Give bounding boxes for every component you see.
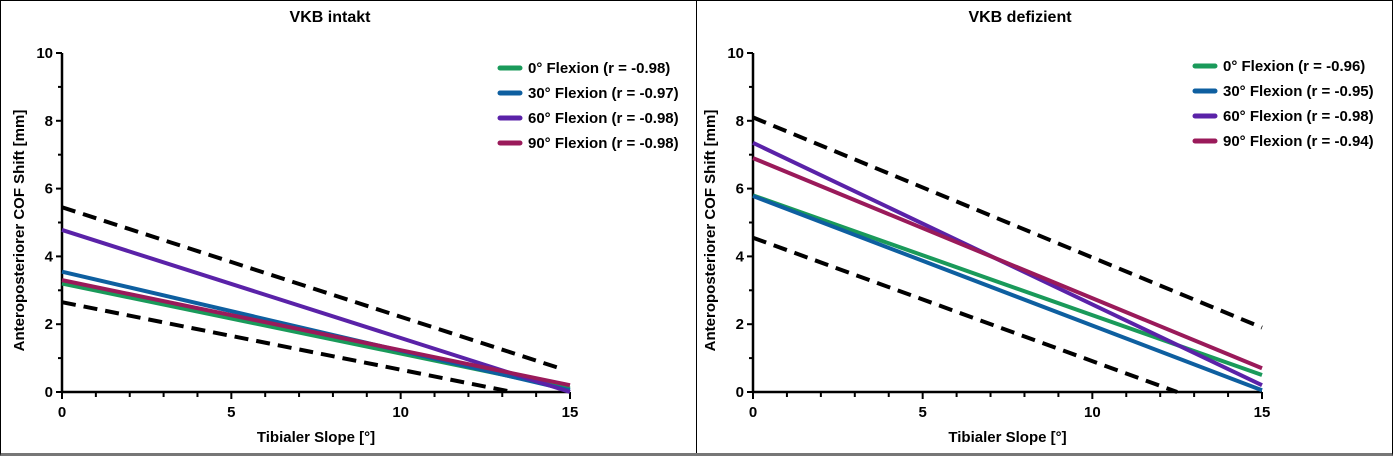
x-tick-label: 15 xyxy=(1254,404,1271,421)
x-tick-label: 0 xyxy=(749,404,757,421)
x-tick-label: 5 xyxy=(918,404,926,421)
confidence-lower-bound xyxy=(61,300,513,394)
y-tick-label: 6 xyxy=(736,181,744,198)
y-tick-label: 8 xyxy=(45,113,53,130)
y-tick-label: 2 xyxy=(736,316,744,333)
legend-label: 0° Flexion (r = -0.98) xyxy=(528,60,670,77)
y-axis-label: Anteroposteriorer COF Shift [mm] xyxy=(702,110,719,352)
legend-label: 90° Flexion (r = -0.98) xyxy=(528,135,679,152)
legend-label: 60° Flexion (r = -0.98) xyxy=(528,110,679,127)
y-tick-label: 4 xyxy=(736,248,745,265)
series-line-3 xyxy=(61,278,571,388)
x-tick-label: 10 xyxy=(392,404,409,421)
x-tick-label: 5 xyxy=(227,404,235,421)
y-tick-label: 0 xyxy=(736,384,744,401)
y-tick-label: 10 xyxy=(36,45,53,62)
y-tick-label: 6 xyxy=(45,181,53,198)
legend-label: 60° Flexion (r = -0.98) xyxy=(1223,108,1374,125)
y-tick-label: 0 xyxy=(45,384,53,401)
panel-divider xyxy=(696,0,697,453)
legend-label: 30° Flexion (r = -0.95) xyxy=(1223,83,1374,100)
x-tick-label: 15 xyxy=(562,404,579,421)
y-axis-label: Anteroposteriorer COF Shift [mm] xyxy=(11,110,28,352)
series-line-2 xyxy=(61,228,571,394)
legend-label: 30° Flexion (r = -0.97) xyxy=(528,85,679,102)
x-tick-label: 10 xyxy=(1084,404,1101,421)
confidence-lower-bound xyxy=(752,235,1178,394)
series-line-1 xyxy=(752,194,1263,393)
chart-title: VKB intakt xyxy=(290,9,372,26)
chart-panel-1: VKB defizient 0 2 4 6 8 10 0 5 10 15 Tibialer Slope… xyxy=(702,9,1374,446)
y-tick-label: 10 xyxy=(727,45,744,62)
x-axis-label: Tibialer Slope [°] xyxy=(948,429,1066,446)
legend: 0° Flexion (r = -0.98) 30° Flexion (r = -… xyxy=(497,60,679,152)
x-axis-label: Tibialer Slope [°] xyxy=(257,429,375,446)
confidence-upper-bound xyxy=(752,115,1263,330)
x-tick-label: 0 xyxy=(58,404,66,421)
chart-title: VKB defizient xyxy=(968,9,1072,26)
chart-panel-0: VKB intakt 0 2 4 6 8 10 0 5 10 15 Tibialer Slope [°… xyxy=(11,9,679,446)
series-line-3 xyxy=(752,156,1263,371)
legend-label: 0° Flexion (r = -0.96) xyxy=(1223,58,1365,75)
y-tick-label: 4 xyxy=(45,248,54,265)
legend: 0° Flexion (r = -0.96) 30° Flexion (r = -… xyxy=(1192,58,1374,150)
y-tick-label: 2 xyxy=(45,316,53,333)
legend-label: 90° Flexion (r = -0.94) xyxy=(1223,133,1374,150)
y-tick-label: 8 xyxy=(736,113,744,130)
